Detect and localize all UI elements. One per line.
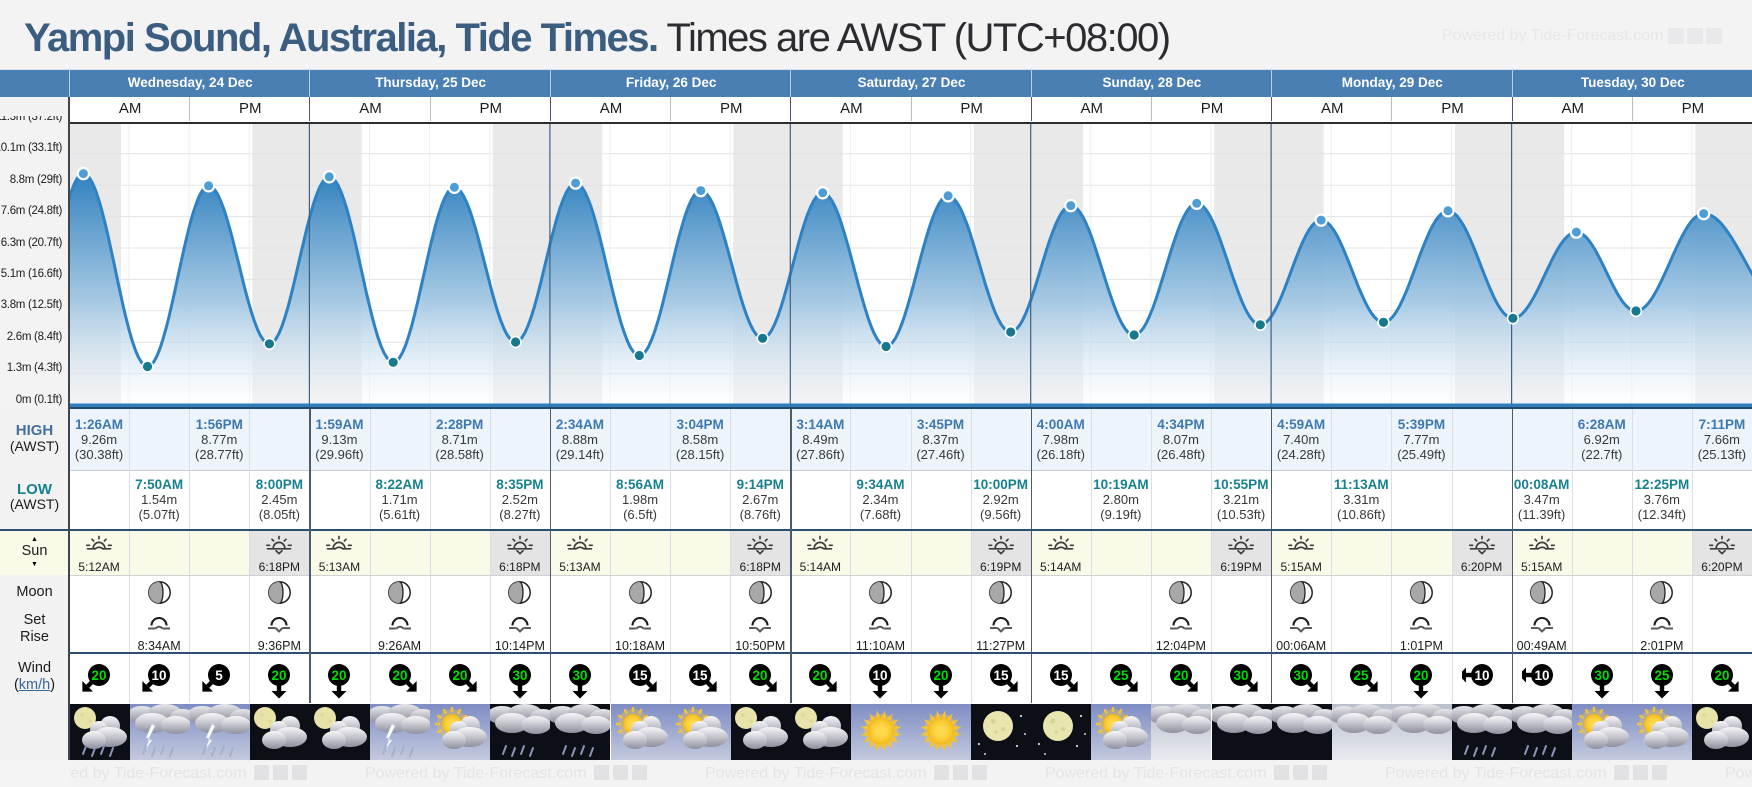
svg-text:20: 20: [272, 668, 287, 683]
svg-text:15: 15: [633, 668, 649, 683]
svg-text:10: 10: [1474, 668, 1489, 683]
svg-text:30: 30: [1294, 668, 1309, 683]
svg-text:20: 20: [813, 668, 828, 683]
svg-text:20: 20: [452, 668, 467, 683]
svg-text:30: 30: [512, 668, 527, 683]
svg-text:15: 15: [1053, 668, 1069, 683]
svg-text:15: 15: [993, 668, 1009, 683]
svg-text:20: 20: [1714, 668, 1729, 683]
svg-text:20: 20: [92, 668, 107, 683]
svg-text:30: 30: [572, 668, 587, 683]
svg-text:25: 25: [1354, 668, 1370, 683]
svg-text:30: 30: [1234, 668, 1249, 683]
svg-text:10: 10: [1534, 668, 1549, 683]
svg-text:30: 30: [1594, 668, 1609, 683]
svg-text:20: 20: [933, 668, 948, 683]
svg-text:10: 10: [152, 668, 167, 683]
svg-text:15: 15: [693, 668, 709, 683]
svg-text:20: 20: [1173, 668, 1188, 683]
svg-text:20: 20: [332, 668, 347, 683]
svg-text:10: 10: [873, 668, 888, 683]
svg-text:20: 20: [392, 668, 407, 683]
svg-text:20: 20: [753, 668, 768, 683]
svg-text:25: 25: [1113, 668, 1129, 683]
svg-text:20: 20: [1414, 668, 1429, 683]
svg-text:5: 5: [215, 668, 223, 683]
svg-text:25: 25: [1654, 668, 1670, 683]
